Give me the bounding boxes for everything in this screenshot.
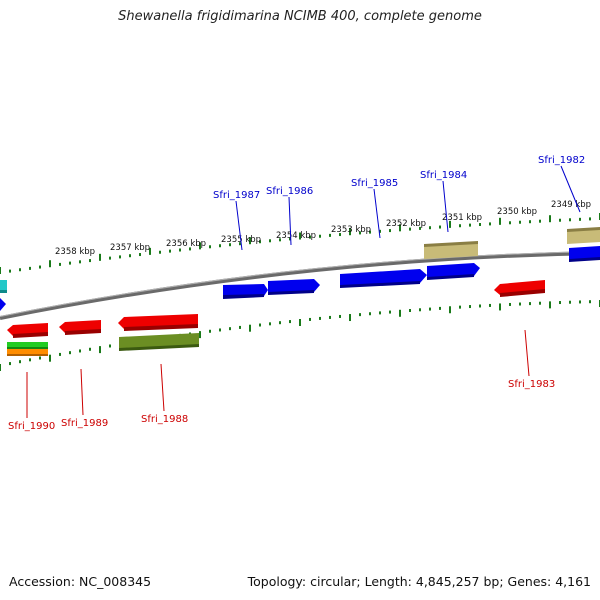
kbp-label: 2352 kbp [386,219,426,229]
gene-label-sfri-1989: Sfri_1989 [61,418,108,429]
gene-label-sfri-1985: Sfri_1985 [351,178,398,189]
leader-line [235,200,243,251]
cds-sfri-1986 [268,279,320,295]
cds-sfri-1982 [569,246,600,262]
leader-line [442,180,449,233]
feature-sfri-1988-olive [119,333,199,351]
leader-line [524,329,530,377]
gene-label-sfri-1982: Sfri_1982 [538,155,585,166]
reverse-tick-track [0,300,600,371]
accession-label: Accession: NC_008345 [9,574,152,589]
kbp-label: 2358 kbp [55,247,95,257]
kbp-label: 2357 kbp [110,243,150,253]
map-title: Shewanella frigidimarina NCIMB 400, comp… [118,9,482,24]
gene-label-sfri-1990: Sfri_1990 [8,421,55,432]
kbp-label: 2351 kbp [442,213,482,223]
gene-label-sfri-1983: Sfri_1983 [508,379,555,390]
leader-line [560,165,581,213]
gene-labels: Sfri_1987 Sfri_1986 Sfri_1985 Sfri_1984 Sfri… [8,155,585,432]
leader-line [80,368,84,416]
kbp-label: 2353 kbp [331,225,371,235]
cds-sfri-1989 [59,320,101,335]
kbp-label: 2354 kbp [276,231,316,241]
cds-sfri-1990 [7,323,48,338]
gene-label-sfri-1984: Sfri_1984 [420,170,467,181]
kbp-label: 2349 kbp [551,200,591,210]
feature-sfri-1984-khaki [424,241,478,259]
leader-line [288,196,292,246]
gene-label-sfri-1987: Sfri_1987 [213,190,260,201]
cds-fragment-left [0,298,6,311]
kbp-scale-labels: 2358 kbp 2357 kbp 2356 kbp 2355 kbp 2354 kbp… [55,200,591,257]
genome-backbone [0,251,600,320]
forward-tick-track [0,213,600,274]
leader-line [160,363,165,412]
feature-sfri-1982-khaki [567,227,600,244]
gene-label-sfri-1988: Sfri_1988 [141,414,188,425]
cds-sfri-1988 [118,314,198,331]
gene-label-sfri-1986: Sfri_1986 [266,186,313,197]
genome-stats-label: Topology: circular; Length: 4,845,257 bp… [247,574,591,589]
kbp-label: 2356 kbp [166,239,206,249]
cds-sfri-1983 [494,280,545,297]
leader-line [373,188,381,239]
kbp-label: 2350 kbp [497,207,537,217]
cyan-feature-left [0,280,7,292]
cds-sfri-1987 [223,284,268,299]
feature-sfri-1990-green-orange [7,342,48,356]
cds-sfri-1985 [340,269,427,288]
cds-sfri-1984 [427,263,480,280]
